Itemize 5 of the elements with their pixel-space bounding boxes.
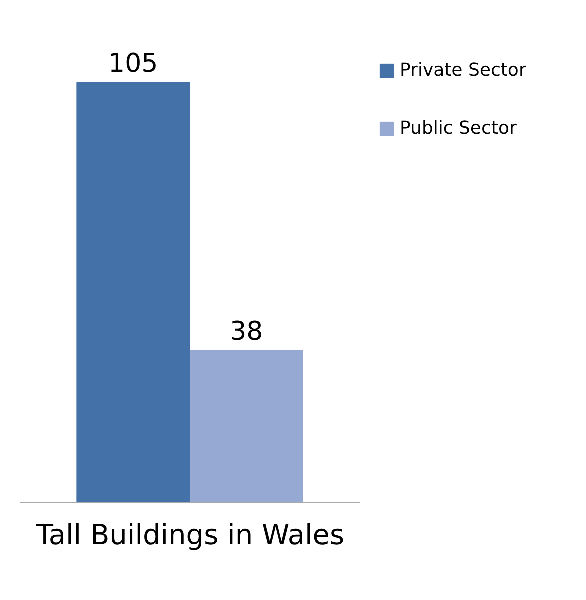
legend-label: Public Sector	[400, 118, 518, 139]
data-label: 105	[108, 49, 158, 79]
data-label: 38	[230, 317, 264, 347]
x-axis-title: Tall Buildings in Wales	[35, 518, 345, 552]
legend-label: Private Sector	[400, 60, 527, 81]
